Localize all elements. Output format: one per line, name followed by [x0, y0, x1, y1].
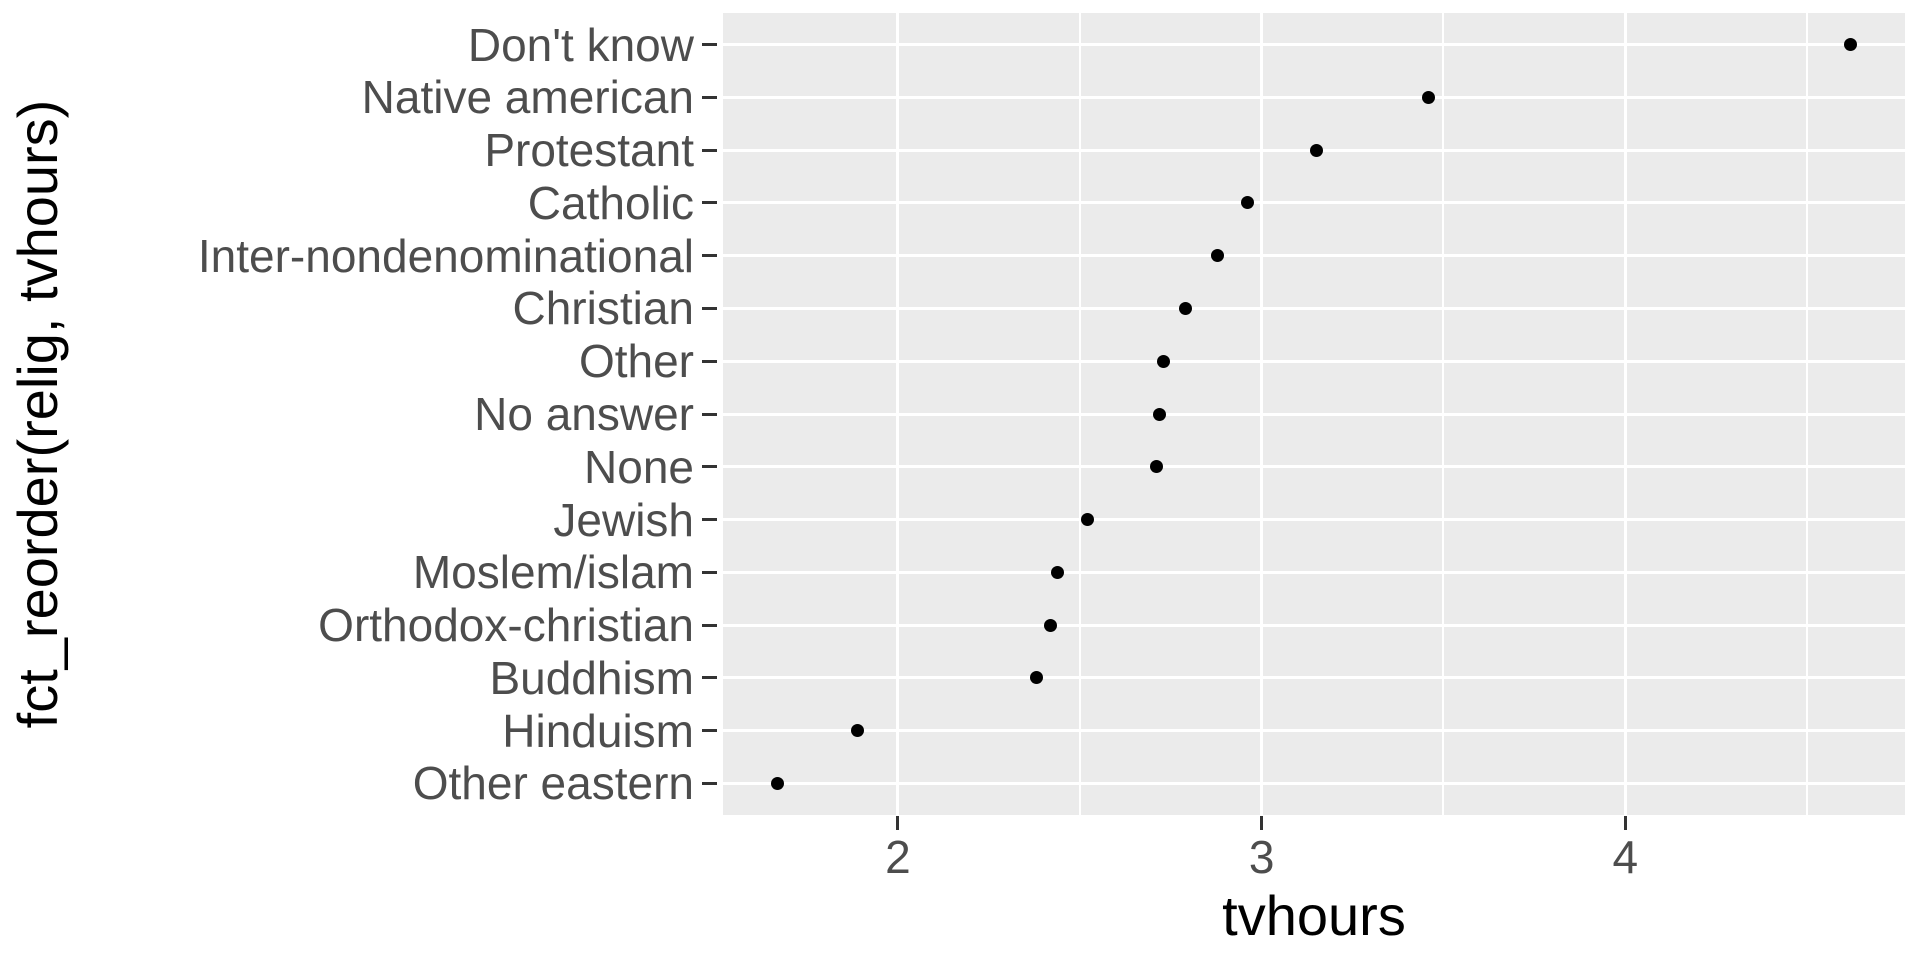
- data-point: [1153, 407, 1167, 421]
- h-gridline: [723, 676, 1905, 680]
- y-tick-label: Catholic: [527, 176, 694, 229]
- x-axis-title: tvhours: [1222, 884, 1406, 947]
- y-tick-mark: [702, 43, 717, 47]
- v-gridline-minor: [1442, 13, 1445, 815]
- x-tick-label: 2: [885, 831, 911, 883]
- h-gridline: [723, 201, 1905, 205]
- y-tick-label: None: [584, 440, 694, 493]
- h-gridline: [723, 623, 1905, 627]
- y-tick-label: Jewish: [553, 493, 694, 546]
- h-gridline: [723, 465, 1905, 469]
- h-gridline: [723, 95, 1905, 99]
- y-tick-mark: [702, 359, 717, 363]
- data-point: [1051, 565, 1065, 579]
- v-gridline-minor: [1078, 13, 1081, 815]
- x-tick-mark: [1260, 816, 1264, 830]
- y-tick-label: Inter-nondenominational: [197, 229, 694, 282]
- h-gridline: [723, 412, 1905, 416]
- x-tick-label: 4: [1612, 831, 1639, 883]
- y-tick-mark: [702, 201, 717, 205]
- y-tick-mark: [702, 518, 717, 522]
- y-tick-mark: [702, 570, 717, 574]
- data-point: [1240, 196, 1254, 210]
- data-point: [1044, 618, 1058, 632]
- y-tick-label: Orthodox-christian: [318, 599, 694, 652]
- y-tick-label: Other: [578, 335, 694, 388]
- y-tick-mark: [702, 781, 717, 785]
- v-gridline-minor: [1806, 13, 1809, 815]
- y-tick-mark: [702, 148, 717, 152]
- y-tick-mark: [702, 729, 717, 733]
- data-point: [1080, 513, 1094, 527]
- x-tick-label: 3: [1248, 831, 1275, 883]
- data-point: [1844, 38, 1858, 52]
- y-tick-label: Moslem/islam: [412, 546, 694, 599]
- y-tick-label: Other eastern: [412, 757, 694, 810]
- y-tick-mark: [702, 254, 717, 258]
- y-tick-label: Protestant: [484, 124, 694, 177]
- h-gridline: [723, 254, 1905, 258]
- v-gridline-major: [1623, 13, 1627, 815]
- data-point: [1422, 90, 1436, 104]
- v-gridline-major: [1260, 13, 1264, 815]
- data-point: [851, 724, 865, 738]
- y-tick-mark: [702, 465, 717, 469]
- data-point: [1029, 671, 1043, 685]
- y-tick-mark: [702, 306, 717, 310]
- data-point: [1211, 249, 1225, 263]
- v-gridline-major: [896, 13, 900, 815]
- x-tick-mark: [1623, 816, 1627, 830]
- data-point: [1309, 143, 1323, 157]
- h-gridline: [723, 306, 1905, 310]
- h-gridline: [723, 781, 1905, 785]
- y-tick-label: Don't know: [467, 18, 694, 71]
- y-tick-label: Native american: [361, 71, 694, 124]
- y-tick-mark: [702, 623, 717, 627]
- y-tick-label: Christian: [512, 282, 694, 335]
- data-point: [771, 776, 785, 790]
- y-tick-mark: [702, 676, 717, 680]
- y-tick-mark: [702, 412, 717, 416]
- y-tick-label: No answer: [474, 388, 694, 440]
- y-tick-mark: [702, 95, 717, 99]
- data-point: [1178, 301, 1192, 315]
- y-tick-label: Hinduism: [502, 704, 694, 757]
- data-point: [1156, 354, 1170, 368]
- data-point: [1149, 460, 1163, 474]
- h-gridline: [723, 43, 1905, 47]
- x-tick-mark: [896, 816, 900, 830]
- h-gridline: [723, 359, 1905, 363]
- h-gridline: [723, 518, 1905, 522]
- h-gridline: [723, 729, 1905, 733]
- y-tick-label: Buddhism: [489, 651, 694, 704]
- h-gridline: [723, 570, 1905, 574]
